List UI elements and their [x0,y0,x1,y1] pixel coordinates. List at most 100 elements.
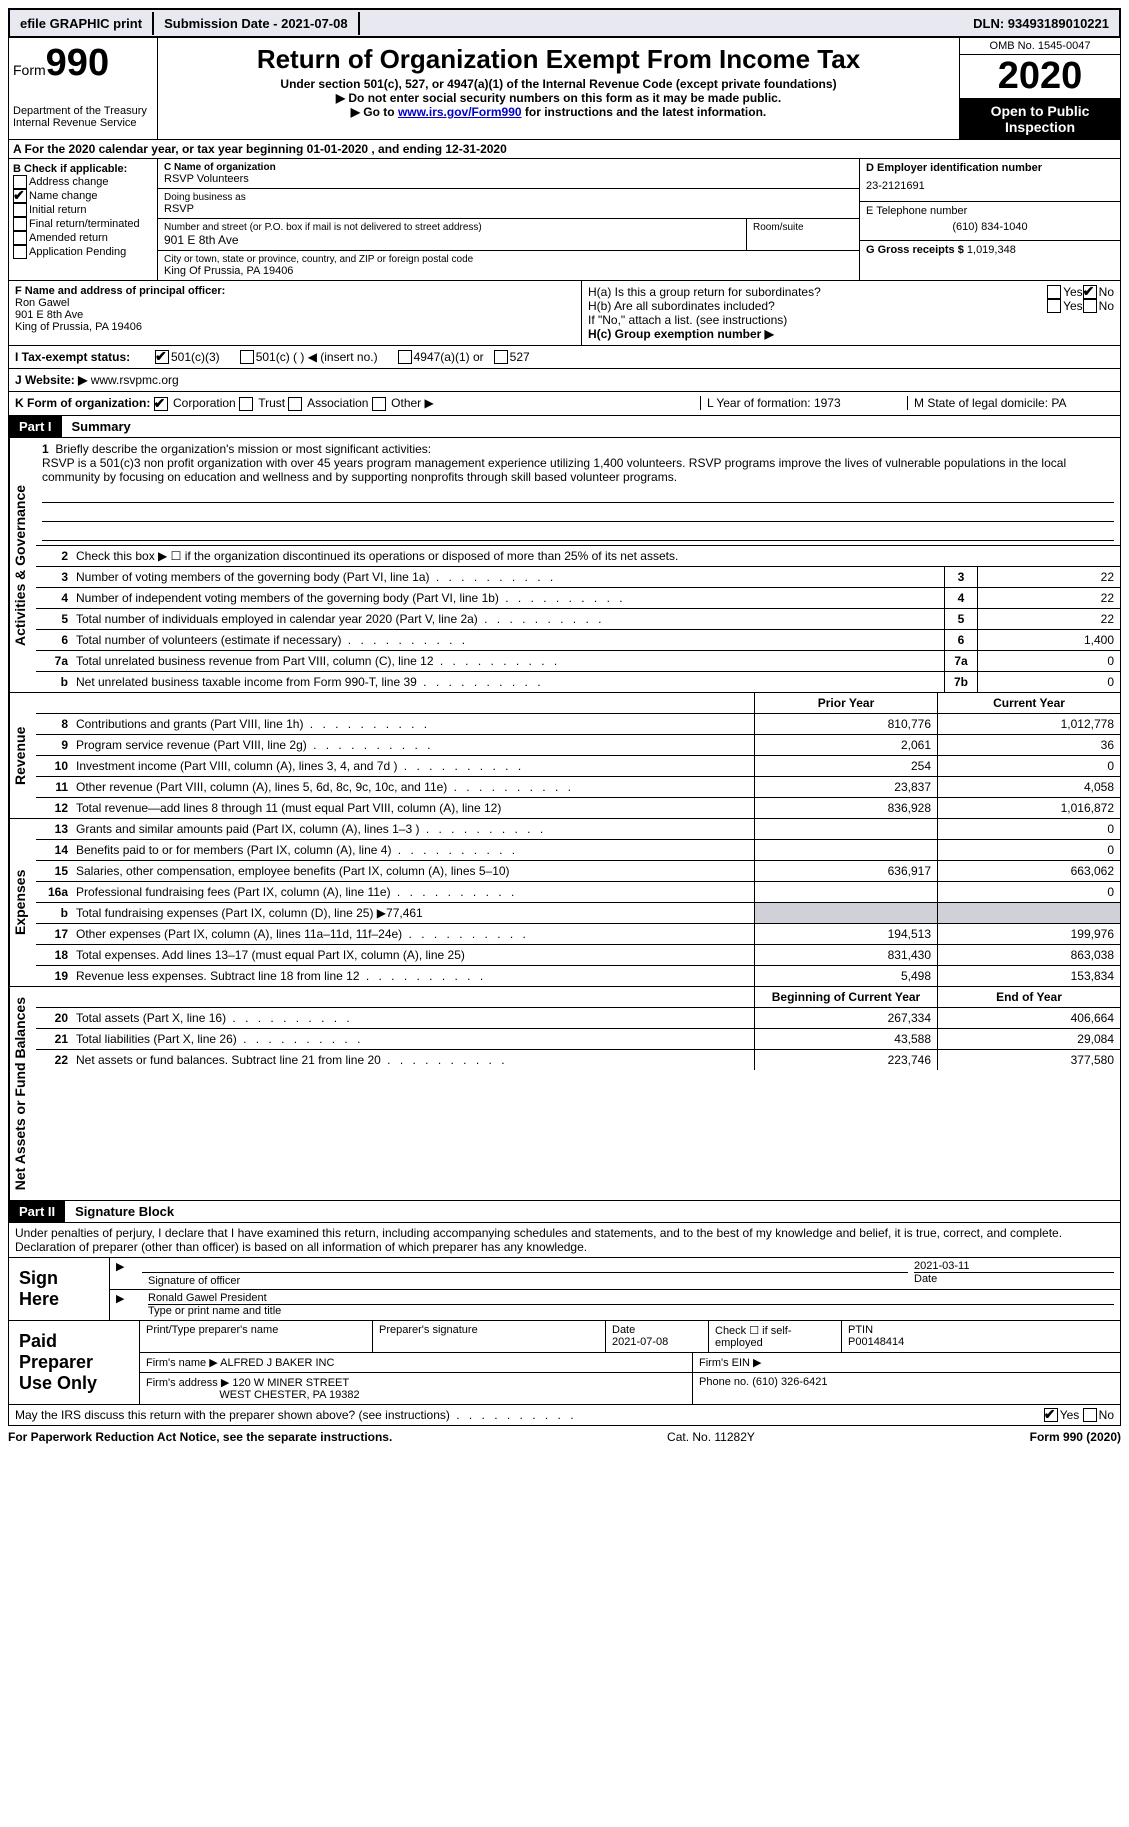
expenses-section: Expenses 13Grants and similar amounts pa… [8,819,1121,987]
paperwork-notice: For Paperwork Reduction Act Notice, see … [8,1430,392,1444]
arrow-icon: ▶ [110,1290,142,1319]
row-j: J Website: ▶ www.rsvpmc.org [8,369,1121,392]
ha-no[interactable] [1083,285,1097,299]
firm-phone: (610) 326-6421 [752,1376,827,1388]
state-domicile: M State of legal domicile: PA [907,396,1114,410]
part2-header: Part II Signature Block [8,1201,1121,1223]
cb-address[interactable]: Address change [13,175,153,189]
ptin: P00148414 [848,1336,904,1348]
street-row: Number and street (or P.O. box if mail i… [158,219,859,251]
ein-cell: D Employer identification number 23-2121… [860,159,1120,202]
col-b: B Check if applicable: Address change Na… [9,159,158,280]
sign-here-label: Sign Here [9,1258,110,1320]
discuss-row: May the IRS discuss this return with the… [8,1405,1121,1426]
col-b-label: B Check if applicable: [13,163,153,175]
top-bar: efile GRAPHIC print Submission Date - 20… [8,8,1121,38]
cb-527[interactable] [494,350,508,364]
inspection-label: Open to Public Inspection [960,99,1120,139]
firm-name: ALFRED J BAKER INC [220,1357,334,1369]
dept-label: Department of the Treasury Internal Reve… [13,105,153,129]
form-word: Form [13,62,46,78]
submission-date: Submission Date - 2021-07-08 [154,12,360,35]
netassets-label: Net Assets or Fund Balances [9,987,36,1200]
officer-printed: Ronald Gawel President [148,1292,1114,1304]
city-cell: City or town, state or province, country… [158,251,859,280]
cb-501c[interactable] [240,350,254,364]
cb-501c3[interactable] [155,350,169,364]
instr-2: ▶ Go to www.irs.gov/Form990 for instruct… [162,105,955,119]
dln: DLN: 93493189010221 [963,12,1119,35]
form-title: Return of Organization Exempt From Incom… [162,44,955,75]
dba-cell: Doing business as RSVP [158,189,859,219]
cb-amended[interactable]: Amended return [13,231,153,245]
cb-pending[interactable]: Application Pending [13,245,153,259]
v3: 22 [977,567,1120,587]
preparer-section: Paid Preparer Use Only Print/Type prepar… [8,1321,1121,1405]
netassets-section: Net Assets or Fund Balances Beginning of… [8,987,1121,1201]
cb-initial[interactable]: Initial return [13,203,153,217]
room-label: Room/suite [747,219,859,250]
gross-receipts: 1,019,348 [967,244,1016,256]
year-formation: L Year of formation: 1973 [700,396,907,410]
arrow-icon: ▶ [110,1258,142,1289]
org-name: RSVP Volunteers [164,173,853,185]
revenue-label: Revenue [9,693,36,818]
paid-prep-label: Paid Preparer Use Only [9,1321,140,1404]
signature-line: Signature of officer [142,1272,908,1289]
v7a: 0 [977,651,1120,671]
instr-1: ▶ Do not enter social security numbers o… [162,91,955,105]
revenue-section: Revenue Prior YearCurrent Year 8Contribu… [8,693,1121,819]
governance-label: Activities & Governance [9,438,36,692]
ein: 23-2121691 [866,174,1114,198]
header-center: Return of Organization Exempt From Incom… [158,38,959,139]
tax-year: 2020 [960,55,1120,99]
header-right: OMB No. 1545-0047 2020 Open to Public In… [959,38,1120,139]
main-info: B Check if applicable: Address change Na… [8,159,1121,281]
efile-label[interactable]: efile GRAPHIC print [10,12,154,35]
hb-yes[interactable] [1047,299,1061,313]
gross-cell: G Gross receipts $ 1,019,348 [860,241,1120,259]
sign-section: Sign Here ▶ Signature of officer 2021-03… [8,1258,1121,1321]
mission-block: 1 Briefly describe the organization's mi… [36,438,1120,545]
street: 901 E 8th Ave [164,233,740,247]
dba: RSVP [164,203,853,215]
firm-addr: 120 W MINER STREET [232,1377,349,1389]
col-d: D Employer identification number 23-2121… [859,159,1120,280]
footer: For Paperwork Reduction Act Notice, see … [8,1426,1121,1448]
row-i: I Tax-exempt status: 501(c)(3) 501(c) ( … [8,346,1121,369]
row-a: A For the 2020 calendar year, or tax yea… [8,140,1121,159]
part1-header: Part I Summary [8,416,1121,438]
officer-cell: F Name and address of principal officer:… [9,281,582,345]
city: King Of Prussia, PA 19406 [164,265,853,277]
cb-other[interactable] [372,397,386,411]
tel-cell: E Telephone number (610) 834-1040 [860,202,1120,241]
org-name-cell: C Name of organization RSVP Volunteers [158,159,859,189]
row-k: K Form of organization: Corporation Trus… [8,392,1121,416]
cb-trust[interactable] [239,397,253,411]
cb-4947[interactable] [398,350,412,364]
v7b: 0 [977,672,1120,692]
cat-no: Cat. No. 11282Y [392,1430,1029,1444]
discuss-yes[interactable] [1044,1408,1058,1422]
form-subtitle: Under section 501(c), 527, or 4947(a)(1)… [162,77,955,91]
cb-corp[interactable] [154,397,168,411]
cb-assoc[interactable] [288,397,302,411]
omb-number: OMB No. 1545-0047 [960,38,1120,55]
discuss-no[interactable] [1083,1408,1097,1422]
cb-final[interactable]: Final return/terminated [13,217,153,231]
v6: 1,400 [977,630,1120,650]
governance-section: Activities & Governance 1 Briefly descri… [8,438,1121,693]
website: www.rsvpmc.org [91,373,179,387]
hb-no[interactable] [1083,299,1097,313]
officer-name: Ron Gawel [15,297,575,309]
cb-name[interactable]: Name change [13,189,153,203]
form-header: Form990 Department of the Treasury Inter… [8,38,1121,140]
form990-link[interactable]: www.irs.gov/Form990 [398,105,522,119]
ha-yes[interactable] [1047,285,1061,299]
col-c: C Name of organization RSVP Volunteers D… [158,159,859,280]
form-ref: Form 990 (2020) [1030,1430,1121,1444]
form-number: 990 [46,42,109,84]
v5: 22 [977,609,1120,629]
penalties-text: Under penalties of perjury, I declare th… [8,1223,1121,1258]
telephone: (610) 834-1040 [866,217,1114,237]
